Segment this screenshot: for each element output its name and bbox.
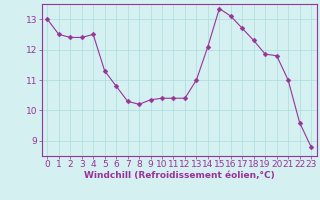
X-axis label: Windchill (Refroidissement éolien,°C): Windchill (Refroidissement éolien,°C) bbox=[84, 171, 275, 180]
